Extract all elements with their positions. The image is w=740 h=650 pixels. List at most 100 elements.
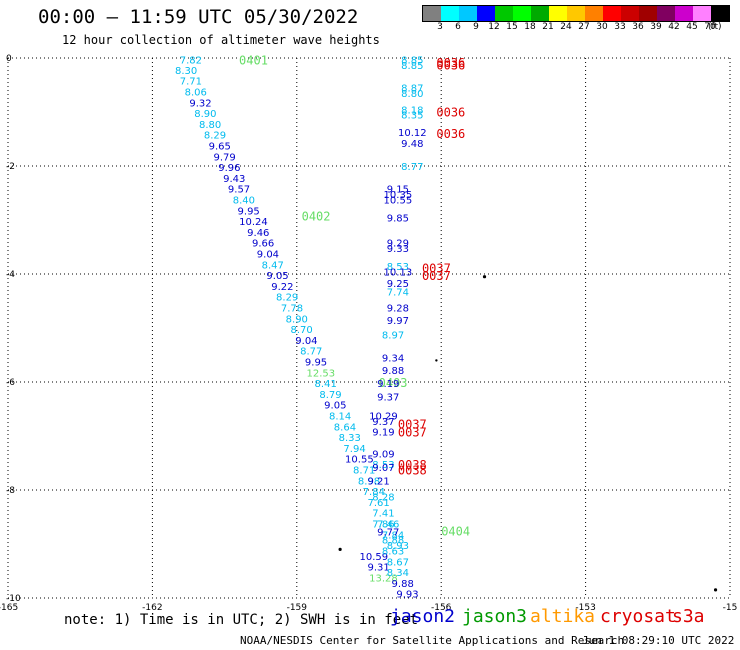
x-tick-label: -165	[0, 603, 18, 613]
wave-height-value: 9.48	[401, 139, 423, 150]
wave-height-value: 9.32	[189, 98, 211, 109]
color-scale-label: 33	[614, 22, 626, 32]
wave-height-value: 9.88	[382, 366, 404, 377]
wave-height-value: 9.96	[218, 163, 240, 174]
wave-height-value: 8.29	[204, 131, 226, 142]
wave-height-value: 7.41	[372, 509, 394, 520]
wave-height-value: 8.90	[286, 314, 308, 325]
wave-height-value: 9.22	[271, 282, 293, 293]
color-scale-swatch	[657, 6, 675, 21]
wave-height-value: 9.04	[257, 249, 279, 260]
wave-height-value: 9.09	[372, 449, 394, 460]
wave-height-value: 8.85	[401, 61, 423, 72]
color-scale-label: 45	[686, 22, 698, 32]
island-speck	[713, 588, 718, 592]
wave-height-value: 8.34	[387, 568, 409, 579]
wave-height-value: 9.85	[387, 213, 409, 224]
wave-height-value: 8.14	[329, 411, 351, 422]
wave-height-value: 8.18	[401, 105, 423, 116]
color-scale-label: 18	[524, 22, 536, 32]
color-scale-swatch	[675, 6, 693, 21]
wave-height-value: 9.97	[387, 316, 409, 327]
wave-height-value: 9.19	[372, 428, 394, 439]
wave-height-value: 8.53	[387, 262, 409, 273]
color-scale-swatch	[567, 6, 585, 21]
chart-title: 00:00 – 11:59 UTC 05/30/2022	[38, 6, 359, 28]
pass-time-label: 0036	[436, 127, 465, 141]
pass-time-label: 0036	[436, 58, 465, 72]
wave-height-value: 8.41	[315, 379, 337, 390]
color-scale-swatch	[639, 6, 657, 21]
wave-height-value: 8.77	[300, 347, 322, 358]
island-speck	[482, 275, 487, 279]
pass-time-label: 0036	[436, 56, 465, 70]
wave-height-value: 9.93	[396, 590, 418, 601]
wave-height-value: 10.35	[384, 190, 413, 201]
y-tick-label: -2	[6, 162, 15, 172]
color-scale-unit: (ft)	[708, 22, 722, 32]
color-scale-label: 6	[455, 22, 461, 32]
pass-time-label: 0037	[422, 269, 451, 283]
color-scale-label: 36	[632, 22, 644, 32]
chart-subtitle: 12 hour collection of altimeter wave hei…	[62, 33, 380, 47]
wave-height-value: 9.15	[387, 185, 409, 196]
wave-height-value: 8.28	[372, 492, 394, 503]
satellite-legend-cryosat: cryosat	[600, 606, 676, 627]
wave-height-value: 8.79	[319, 390, 341, 401]
color-scale-swatch	[423, 6, 441, 21]
wave-height-value: 9.34	[382, 354, 404, 365]
color-scale-swatch	[549, 6, 567, 21]
wave-height-value: 8.93	[387, 541, 409, 552]
pass-time-label: 0036	[436, 105, 465, 119]
wave-height-value: 8.35	[401, 111, 423, 122]
color-scale-swatch	[477, 6, 495, 21]
wave-height-value: 13.28	[369, 573, 398, 584]
color-scale-swatch	[621, 6, 639, 21]
wave-height-value: 9.65	[209, 141, 231, 152]
y-tick-label: -10	[6, 594, 21, 604]
wave-height-value: 9.46	[247, 228, 269, 239]
wave-height-value: 8.80	[199, 120, 221, 131]
wave-height-value: 8.67	[387, 557, 409, 568]
wave-height-value: 9.33	[387, 244, 409, 255]
x-tick-label: -159	[287, 603, 308, 613]
color-scale-label: 3	[437, 22, 443, 32]
wave-height-value: 9.07	[372, 463, 394, 474]
color-scale-label: 9	[473, 22, 479, 32]
wave-height-value: 10.12	[398, 128, 427, 139]
pass-time-label: 0403	[379, 376, 408, 390]
pass-time-label: 0038	[398, 463, 427, 477]
satellite-legend-s3a: s3a	[672, 606, 705, 627]
color-scale-label: 42	[668, 22, 680, 32]
color-scale-label: 30	[596, 22, 608, 32]
wave-height-value: 7.61	[367, 498, 389, 509]
wave-height-value: 8.63	[382, 546, 404, 557]
wave-height-value: 9.25	[387, 279, 409, 290]
wave-height-value: 10.55	[384, 195, 413, 206]
color-scale-swatch	[693, 6, 711, 21]
color-scale-swatch	[441, 6, 459, 21]
wave-height-value: 8.33	[339, 433, 361, 444]
pass-time-label: 0037	[422, 262, 451, 276]
wave-height-value: 9.37	[372, 417, 394, 428]
wave-height-value: 8.70	[290, 325, 312, 336]
color-scale-swatch	[531, 6, 549, 21]
wave-height-value: 8.90	[194, 109, 216, 120]
x-tick-label: -153	[575, 603, 595, 613]
color-scale-label: 27	[578, 22, 590, 32]
color-scale-label: 15	[506, 22, 518, 32]
x-tick-label: -156	[431, 603, 452, 613]
wave-height-value: 8.06	[185, 87, 207, 98]
wave-height-value: 12.53	[307, 368, 336, 379]
color-scale-swatch	[495, 6, 513, 21]
wave-height-value: 9.37	[377, 393, 399, 404]
wave-height-value: 9.66	[252, 239, 274, 250]
wave-height-value: 10.24	[239, 217, 268, 228]
color-scale-swatch	[513, 6, 531, 21]
satellite-legend-jason3: jason3	[462, 606, 528, 627]
generated-date: Jun 1 08:29:10 UTC 2022	[582, 634, 735, 647]
pass-time-label: 0401	[239, 54, 268, 68]
color-scale-label: 24	[560, 22, 572, 32]
wave-height-value: 10.29	[369, 411, 398, 422]
